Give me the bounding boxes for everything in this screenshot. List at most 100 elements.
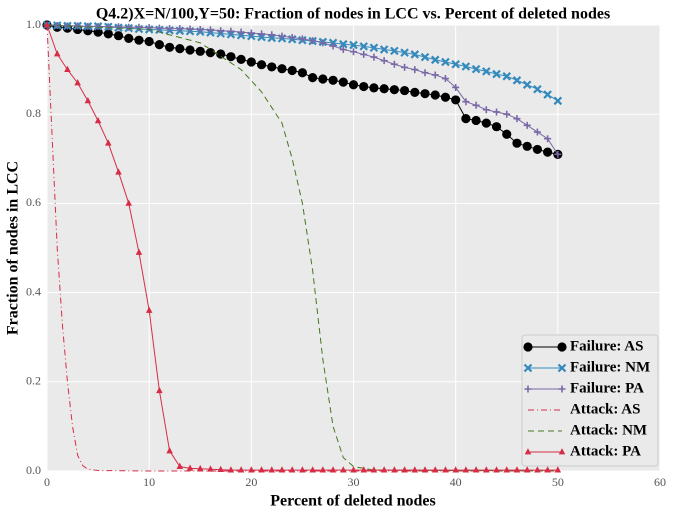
y-axis-label: Fraction of nodes in LCC bbox=[5, 161, 22, 335]
marker bbox=[319, 39, 327, 47]
marker bbox=[481, 118, 491, 128]
marker bbox=[308, 73, 318, 83]
legend-label: Attack: AS bbox=[570, 401, 640, 417]
marker bbox=[471, 64, 481, 74]
marker bbox=[461, 114, 471, 124]
marker bbox=[166, 447, 173, 454]
x-axis-label: Percent of deleted nodes bbox=[270, 493, 435, 510]
marker bbox=[491, 122, 502, 132]
marker bbox=[391, 466, 398, 473]
series-line bbox=[46, 24, 558, 472]
marker bbox=[502, 72, 512, 81]
marker bbox=[554, 150, 562, 158]
marker bbox=[523, 121, 531, 129]
marker bbox=[522, 80, 532, 90]
marker bbox=[145, 306, 153, 313]
marker bbox=[532, 144, 543, 155]
chart-title: Q4.2)X=N/100,Y=50: Fraction of nodes in … bbox=[96, 6, 610, 23]
marker bbox=[145, 24, 153, 32]
marker bbox=[410, 87, 420, 97]
series-line bbox=[46, 24, 558, 472]
marker bbox=[493, 108, 501, 116]
marker bbox=[105, 139, 112, 146]
marker bbox=[359, 81, 369, 92]
marker bbox=[369, 83, 379, 93]
marker bbox=[452, 466, 459, 473]
marker bbox=[338, 77, 348, 87]
marker bbox=[533, 84, 542, 94]
marker bbox=[483, 466, 490, 473]
marker bbox=[503, 110, 511, 118]
marker bbox=[195, 46, 205, 56]
marker bbox=[348, 80, 359, 90]
marker bbox=[411, 66, 419, 74]
x-tick-label: 50 bbox=[552, 475, 564, 489]
marker bbox=[543, 90, 552, 99]
marker bbox=[522, 141, 532, 151]
marker bbox=[268, 466, 276, 473]
marker bbox=[328, 75, 338, 85]
marker bbox=[421, 69, 429, 77]
marker bbox=[441, 57, 450, 67]
marker bbox=[175, 44, 185, 54]
marker bbox=[156, 386, 163, 394]
legend-label: Failure: NM bbox=[570, 359, 650, 375]
marker bbox=[401, 63, 409, 71]
marker bbox=[350, 48, 357, 56]
marker bbox=[134, 35, 144, 45]
marker bbox=[258, 466, 265, 473]
x-tick-label: 20 bbox=[245, 475, 257, 489]
marker bbox=[390, 60, 398, 68]
marker bbox=[472, 101, 480, 109]
marker bbox=[557, 363, 567, 373]
marker bbox=[420, 52, 430, 62]
marker bbox=[288, 466, 296, 473]
marker bbox=[288, 33, 296, 41]
marker bbox=[369, 43, 379, 53]
marker bbox=[524, 448, 532, 455]
marker bbox=[441, 75, 449, 83]
marker bbox=[176, 25, 184, 33]
marker bbox=[503, 466, 511, 473]
marker bbox=[74, 79, 81, 86]
legend-label: Failure: AS bbox=[570, 338, 643, 354]
marker bbox=[94, 117, 102, 124]
marker bbox=[43, 21, 51, 28]
marker bbox=[256, 60, 267, 70]
marker bbox=[247, 29, 255, 37]
marker bbox=[442, 466, 449, 473]
marker bbox=[248, 466, 255, 473]
marker bbox=[53, 50, 61, 57]
marker bbox=[349, 40, 358, 50]
y-tick-label: 0.0 bbox=[26, 463, 41, 477]
marker bbox=[227, 466, 235, 473]
marker bbox=[421, 466, 429, 473]
marker bbox=[471, 115, 481, 126]
x-tick-label: 60 bbox=[654, 475, 666, 489]
marker bbox=[135, 23, 143, 31]
marker bbox=[309, 466, 316, 473]
marker bbox=[524, 385, 532, 393]
marker bbox=[125, 199, 132, 206]
marker bbox=[389, 85, 399, 95]
marker bbox=[379, 84, 389, 94]
marker bbox=[186, 464, 194, 471]
marker bbox=[462, 98, 470, 106]
marker bbox=[380, 466, 388, 473]
marker bbox=[196, 25, 204, 33]
x-tick-label: 0 bbox=[44, 475, 50, 489]
marker bbox=[360, 466, 367, 473]
marker bbox=[165, 42, 175, 52]
marker bbox=[278, 32, 286, 40]
marker bbox=[379, 45, 389, 54]
marker bbox=[258, 30, 266, 38]
marker bbox=[207, 465, 214, 472]
marker bbox=[319, 466, 327, 473]
marker bbox=[94, 22, 102, 30]
marker bbox=[217, 27, 225, 35]
marker bbox=[451, 59, 460, 69]
marker bbox=[557, 342, 567, 352]
marker bbox=[287, 65, 297, 76]
marker bbox=[390, 46, 399, 56]
